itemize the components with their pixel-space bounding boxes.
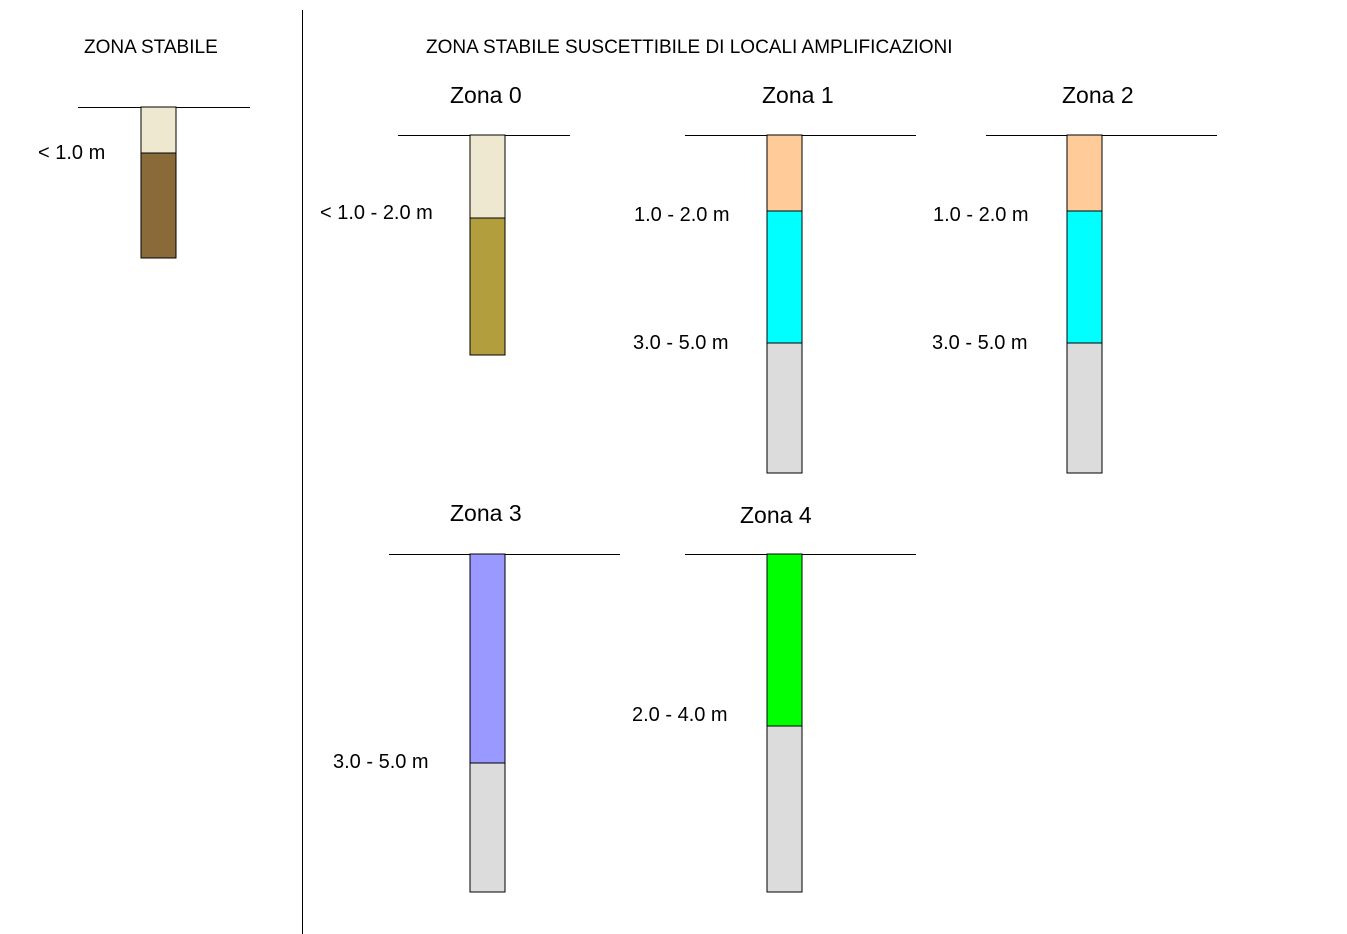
layer-zona2-2: [1066, 210, 1103, 344]
depth-label-zona3: 3.0 - 5.0 m: [333, 751, 429, 773]
section-title-stable: ZONA STABILE: [84, 37, 218, 58]
layer-zona1-1: [766, 134, 803, 212]
depth-label-zona1-upper: 1.0 - 2.0 m: [634, 204, 730, 226]
zone-title-3: Zona 3: [450, 500, 522, 526]
section-title-amplification: ZONA STABILE SUSCETTIBILE DI LOCALI AMPL…: [426, 37, 953, 58]
column-zona4: [685, 553, 916, 893]
layer-zona0-top: [469, 134, 506, 219]
zone-title-1: Zona 1: [762, 82, 834, 108]
layer-zona3-2: [469, 762, 506, 893]
zone-title-4: Zona 4: [740, 502, 812, 528]
layer-zona3-1: [469, 553, 506, 764]
depth-label-zona2-lower: 3.0 - 5.0 m: [932, 332, 1028, 354]
column-zona1: [685, 134, 916, 474]
zone-title-0: Zona 0: [450, 82, 522, 108]
layer-stable-base: [140, 152, 177, 259]
column-stable: [78, 106, 250, 259]
zone-title-2: Zona 2: [1062, 82, 1134, 108]
layer-zona1-3: [766, 342, 803, 474]
layer-zona4-2: [766, 725, 803, 893]
layer-zona2-3: [1066, 342, 1103, 474]
layer-zona0-base: [469, 217, 506, 356]
column-zona3: [389, 553, 620, 893]
depth-label-zona1-lower: 3.0 - 5.0 m: [633, 332, 729, 354]
depth-label-zona2-upper: 1.0 - 2.0 m: [933, 204, 1029, 226]
column-zona0: [398, 134, 570, 356]
column-zona2: [986, 134, 1217, 474]
depth-label-stable: < 1.0 m: [38, 142, 106, 164]
layer-zona4-1: [766, 553, 803, 727]
depth-label-zona0: < 1.0 - 2.0 m: [320, 202, 433, 224]
layer-stable-top: [140, 106, 177, 154]
layer-zona1-2: [766, 210, 803, 344]
layer-zona2-1: [1066, 134, 1103, 212]
depth-label-zona4: 2.0 - 4.0 m: [632, 704, 728, 726]
